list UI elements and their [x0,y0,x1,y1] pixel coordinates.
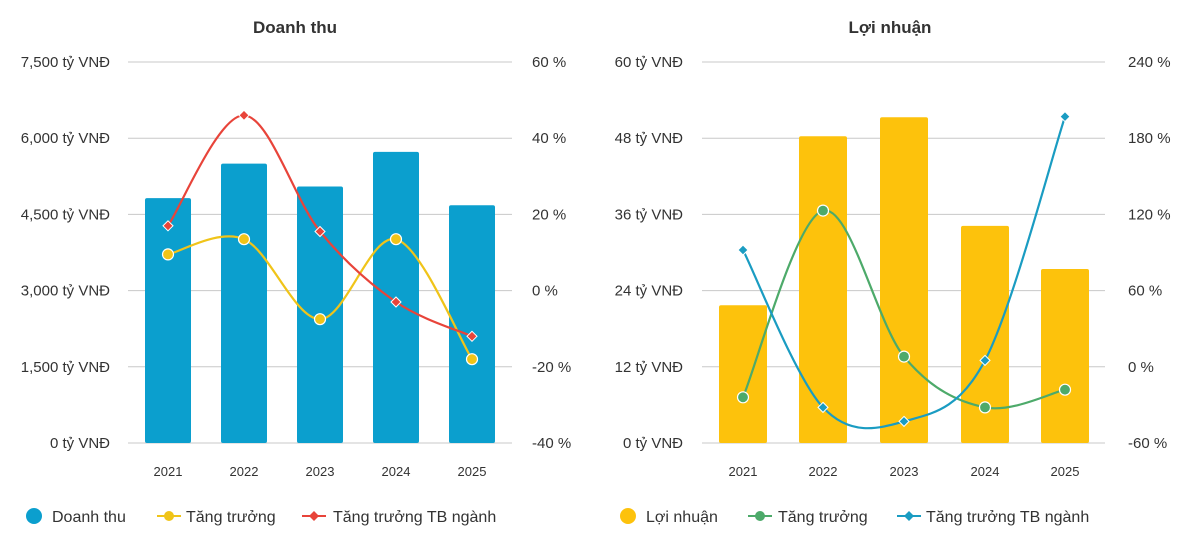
data-point [897,350,911,363]
legend-swatch [164,511,174,521]
y-tick-label: 24 tỷ VNĐ [615,283,684,300]
legend-item: Doanh thu [26,508,126,526]
y2-tick-label: 180 % [1128,130,1171,147]
y2-tick-label: -20 % [532,359,571,376]
legend-item: Tăng trưởng TB ngành [302,509,496,526]
legend-swatch [755,511,765,521]
y2-tick-label: 240 % [1128,54,1171,71]
x-tick-label: 2023 [890,464,919,479]
y-tick-label: 36 tỷ VNĐ [615,206,684,223]
data-point [466,330,478,343]
data-point [465,353,479,366]
legend-item: Tăng trưởng [748,509,868,526]
data-point [161,248,175,261]
bar [1041,269,1089,443]
y2-tick-label: -60 % [1128,435,1167,452]
x-tick-label: 2025 [1051,464,1080,479]
data-point [390,296,402,308]
x-tick-label: 2023 [306,464,335,479]
data-point [737,244,749,256]
legend-label: Tăng trưởng TB ngành [926,509,1089,526]
y-tick-label: 1,500 tỷ VNĐ [21,359,110,376]
chart-title: Doanh thu [253,18,337,37]
y2-tick-label: 60 % [532,54,566,71]
legend-swatch [309,511,319,521]
y-tick-label: 3,000 tỷ VNĐ [21,283,110,300]
bar [799,136,847,444]
series-line [167,114,473,338]
legend-swatch [620,508,636,524]
data-point [978,401,992,414]
bar [961,225,1009,443]
y-tick-label: 4,500 tỷ VNĐ [21,206,110,223]
x-tick-label: 2022 [230,464,259,479]
x-tick-label: 2024 [971,464,1000,479]
legend-item: Tăng trưởng [157,509,276,526]
data-point [979,354,991,367]
data-point [1058,383,1072,396]
series-line [741,209,1066,410]
legend-label: Doanh thu [52,509,126,526]
y2-tick-label: 0 % [532,283,558,300]
y2-tick-label: 120 % [1128,206,1171,223]
legend-label: Tăng trưởng [186,509,276,526]
legend-swatch [26,508,42,524]
y-tick-label: 48 tỷ VNĐ [615,130,684,147]
legend-label: Lợi nhuận [646,509,718,526]
y2-tick-label: 40 % [532,130,566,147]
y-tick-label: 60 tỷ VNĐ [615,54,684,71]
data-point [898,415,910,428]
legend-swatch [904,511,914,521]
chart-title: Lợi nhuận [849,18,932,37]
x-tick-label: 2024 [382,464,411,479]
y-tick-label: 6,000 tỷ VNĐ [21,130,110,147]
data-point [736,391,750,404]
chart-2: Lợi nhuận 0 tỷ VNĐ -60 % 12 tỷ VNĐ 0 % 24 tỷ … [615,18,1171,526]
x-tick-label: 2021 [154,464,183,479]
legend-label: Tăng trưởng [778,509,868,526]
y-tick-label: 0 tỷ VNĐ [50,435,110,452]
bar [719,305,767,443]
data-point [1059,110,1071,123]
bar [221,163,267,443]
y2-tick-label: 60 % [1128,283,1162,300]
x-tick-label: 2021 [729,464,758,479]
data-point [313,313,327,326]
data-point [237,233,251,246]
data-point [816,204,830,217]
data-point [389,233,403,246]
data-point [238,109,250,122]
y2-tick-label: -40 % [532,435,571,452]
data-point [817,401,829,414]
legend-label: Tăng trưởng TB ngành [333,509,496,526]
y-tick-label: 12 tỷ VNĐ [615,359,684,376]
series-line [742,116,1067,430]
legend-item: Tăng trưởng TB ngành [897,509,1089,526]
data-point [162,220,174,232]
y-tick-label: 0 tỷ VNĐ [623,435,683,452]
bar [145,198,191,443]
legend-item: Lợi nhuận [620,508,718,526]
data-point [314,225,326,238]
x-tick-label: 2022 [809,464,838,479]
bar [880,117,928,444]
y-tick-label: 7,500 tỷ VNĐ [21,54,110,71]
y2-tick-label: 0 % [1128,359,1154,376]
chart-1: Doanh thu 0 tỷ VNĐ -40 % 1,500 tỷ VNĐ -20 % 3… [21,18,571,526]
y2-tick-label: 20 % [532,206,566,223]
bar [449,205,495,443]
x-tick-label: 2025 [458,464,487,479]
